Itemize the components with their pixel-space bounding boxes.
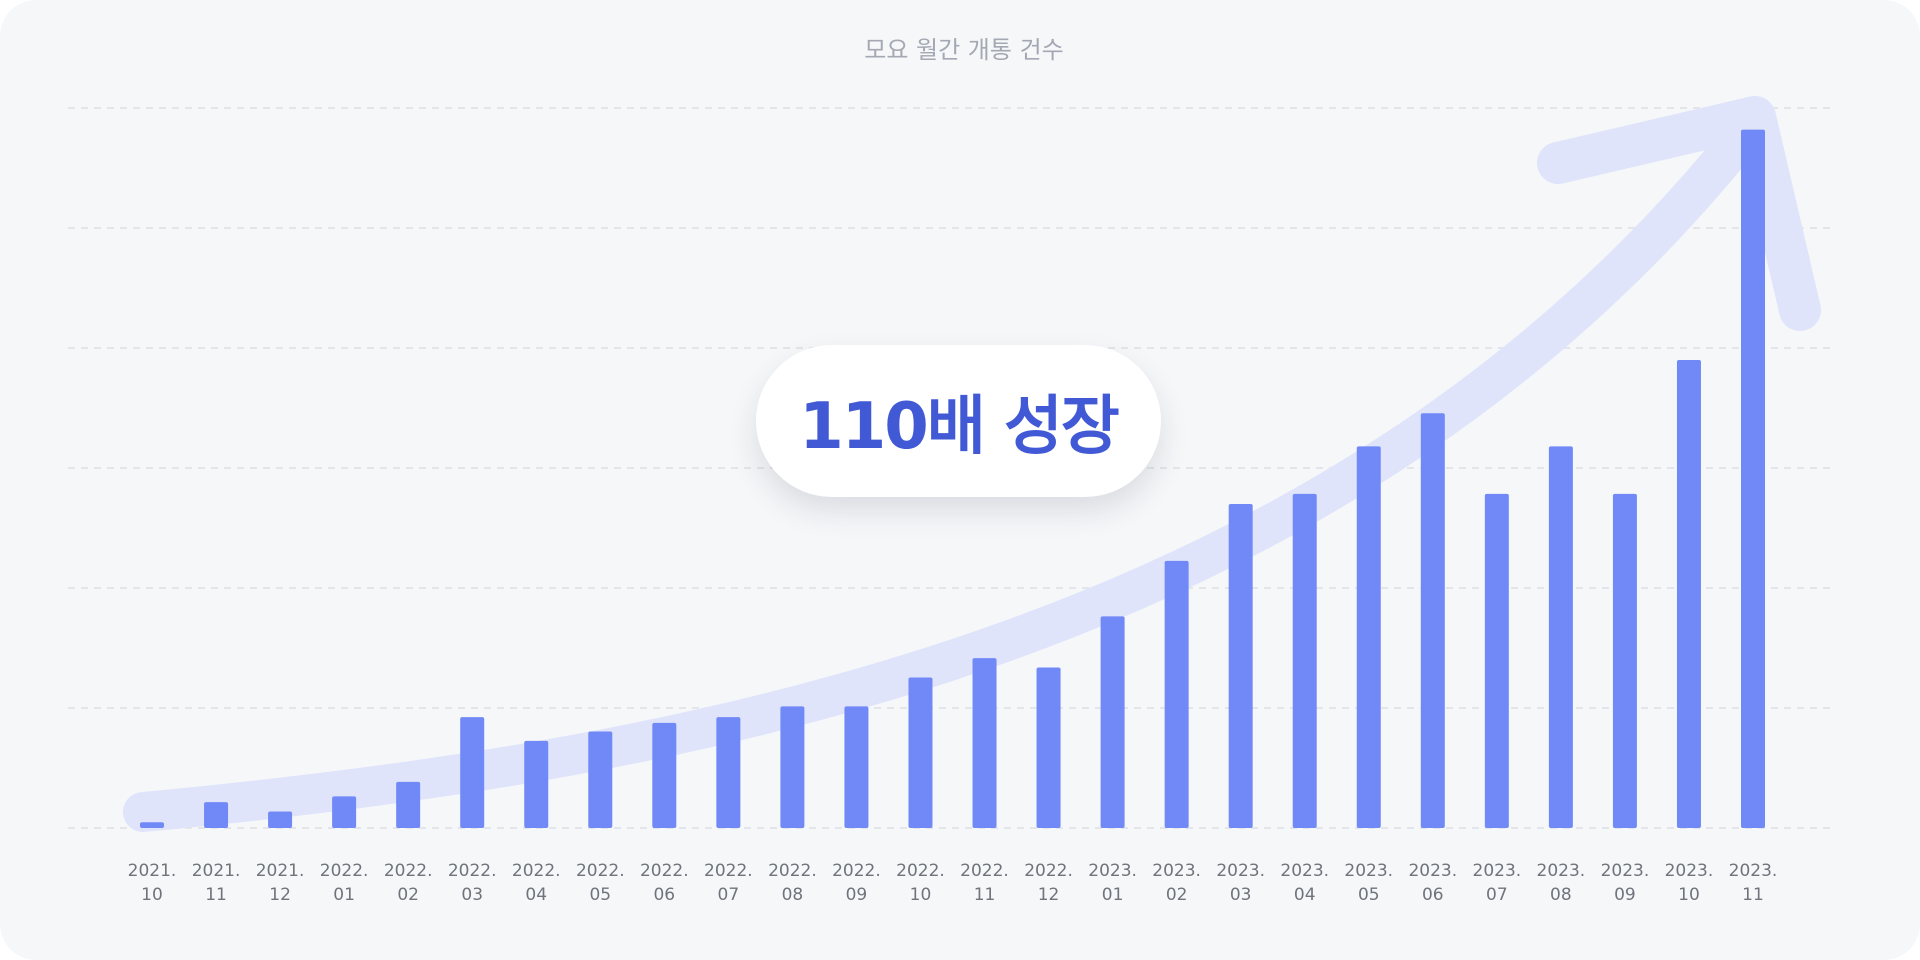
x-tick-label: 2021. 12 bbox=[256, 861, 305, 905]
x-tick-label: 2023. 09 bbox=[1601, 861, 1650, 905]
x-tick-label: 2022. 07 bbox=[704, 861, 753, 905]
bar bbox=[460, 717, 485, 828]
bar bbox=[1036, 667, 1061, 828]
bar bbox=[1420, 413, 1445, 828]
bar bbox=[1741, 129, 1765, 829]
x-tick-label: 2023. 10 bbox=[1665, 861, 1714, 905]
x-tick-label: 2023. 06 bbox=[1408, 861, 1457, 905]
chart-title: 모요 월간 개통 건수 bbox=[864, 36, 1064, 64]
x-tick-label: 2022. 06 bbox=[640, 861, 689, 905]
bar bbox=[332, 796, 357, 828]
bar bbox=[780, 706, 805, 828]
x-tick-label: 2022. 04 bbox=[512, 861, 561, 905]
bar bbox=[396, 781, 421, 828]
x-tick-label: 2022. 01 bbox=[320, 861, 369, 905]
bar bbox=[1164, 560, 1189, 828]
bar bbox=[652, 722, 677, 828]
x-tick-label: 2022. 10 bbox=[896, 861, 945, 905]
bar bbox=[268, 811, 293, 828]
bar bbox=[1676, 360, 1701, 828]
x-tick-label: 2022. 05 bbox=[576, 861, 625, 905]
x-tick-label: 2023. 07 bbox=[1473, 861, 1522, 905]
x-tick-label: 2023. 11 bbox=[1729, 861, 1778, 905]
arrow-head bbox=[1537, 96, 1821, 331]
bars bbox=[140, 129, 1765, 829]
x-tick-label: 2022. 03 bbox=[448, 861, 497, 905]
bar bbox=[1100, 616, 1125, 828]
x-tick-label: 2023. 03 bbox=[1216, 861, 1265, 905]
x-tick-label: 2022. 11 bbox=[960, 861, 1009, 905]
bar bbox=[204, 802, 229, 828]
growth-badge: 110배 성장 bbox=[756, 345, 1161, 497]
bar bbox=[908, 677, 933, 828]
bar bbox=[1228, 504, 1253, 828]
x-tick-label: 2022. 02 bbox=[384, 861, 433, 905]
bar bbox=[1548, 446, 1573, 828]
bar bbox=[1612, 493, 1637, 828]
bar bbox=[972, 658, 997, 828]
bar bbox=[716, 717, 741, 828]
bar bbox=[588, 731, 613, 828]
x-tick-label: 2023. 04 bbox=[1280, 861, 1329, 905]
x-tick-label: 2023. 02 bbox=[1152, 861, 1201, 905]
x-tick-label: 2021. 11 bbox=[192, 861, 241, 905]
bar bbox=[140, 822, 164, 828]
bar bbox=[524, 740, 549, 828]
x-tick-label: 2023. 05 bbox=[1344, 861, 1393, 905]
x-tick-labels: 2021. 10 2021. 11 2021. 12 2022. 01 2022. 02 2022.… bbox=[128, 861, 1778, 905]
x-tick-label: 2022. 12 bbox=[1024, 861, 1073, 905]
x-tick-label: 2022. 09 bbox=[832, 861, 881, 905]
x-tick-label: 2022. 08 bbox=[768, 861, 817, 905]
x-tick-label: 2023. 01 bbox=[1088, 861, 1137, 905]
bar bbox=[1484, 493, 1509, 828]
bar bbox=[844, 706, 869, 828]
bar bbox=[1356, 446, 1381, 828]
bar bbox=[1292, 493, 1317, 828]
x-tick-label: 2023. 08 bbox=[1537, 861, 1586, 905]
x-tick-label: 2021. 10 bbox=[128, 861, 177, 905]
growth-annotation: 110배 성장 bbox=[799, 390, 1120, 464]
